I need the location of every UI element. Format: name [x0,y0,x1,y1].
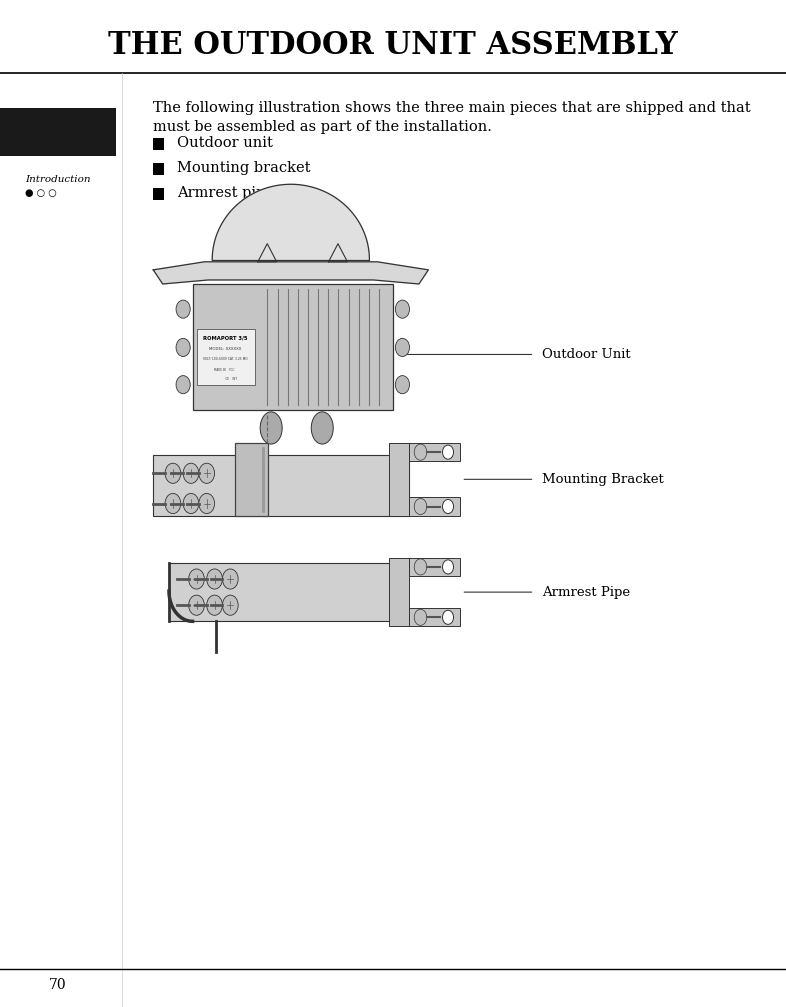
Text: ● ○ ○: ● ○ ○ [25,188,57,198]
Text: MADE IN    FCC: MADE IN FCC [214,368,237,372]
Circle shape [176,338,190,356]
Text: ROMAPORT 3/5: ROMAPORT 3/5 [204,336,248,340]
Bar [389,558,409,626]
Polygon shape [212,184,369,260]
Text: CE    INT: CE INT [214,377,237,381]
Text: Armrest Pipe: Armrest Pipe [542,586,630,598]
Text: The following illustration shows the three main pieces that are shipped and that: The following illustration shows the thr… [153,101,751,134]
Text: Mounting bracket: Mounting bracket [177,161,310,175]
Text: Outdoor Unit: Outdoor Unit [542,348,631,361]
Circle shape [222,595,238,615]
Text: THE OUTDOOR UNIT ASSEMBLY: THE OUTDOOR UNIT ASSEMBLY [108,30,678,60]
Circle shape [207,569,222,589]
Bar [389,443,409,516]
Text: VOLT: 100-600V CAT. 3.25 MO: VOLT: 100-600V CAT. 3.25 MO [204,357,248,362]
Ellipse shape [311,412,333,444]
Polygon shape [153,262,428,284]
Circle shape [165,493,181,514]
Circle shape [443,499,454,514]
Bar [169,563,401,621]
Circle shape [414,559,427,575]
Bar [409,497,460,516]
Text: Outdoor unit: Outdoor unit [177,136,273,150]
Bar [0,108,116,156]
Text: 70: 70 [50,978,67,992]
Bar [409,608,460,626]
Circle shape [189,569,204,589]
Bar [235,443,268,516]
Circle shape [176,300,190,318]
Circle shape [189,595,204,615]
Circle shape [395,338,410,356]
Circle shape [395,376,410,394]
Circle shape [414,444,427,460]
Bar [196,329,255,385]
Bar [153,455,409,516]
Text: Mounting Bracket: Mounting Bracket [542,473,664,485]
Text: MODEL: XXXXXX: MODEL: XXXXXX [209,347,242,351]
Text: Armrest pipe: Armrest pipe [177,186,274,200]
Bar [153,188,164,200]
Bar [153,163,164,175]
Circle shape [183,493,199,514]
Bar [193,284,393,410]
Circle shape [414,609,427,625]
Bar [153,138,164,150]
Circle shape [443,610,454,624]
Circle shape [414,498,427,515]
Text: Introduction: Introduction [25,175,91,183]
Circle shape [165,463,181,483]
Ellipse shape [260,412,282,444]
Circle shape [443,560,454,574]
Bar [409,558,460,576]
Circle shape [176,376,190,394]
Circle shape [207,595,222,615]
Circle shape [183,463,199,483]
Circle shape [443,445,454,459]
Circle shape [199,493,215,514]
Circle shape [222,569,238,589]
Circle shape [199,463,215,483]
Bar [409,443,460,461]
Circle shape [395,300,410,318]
